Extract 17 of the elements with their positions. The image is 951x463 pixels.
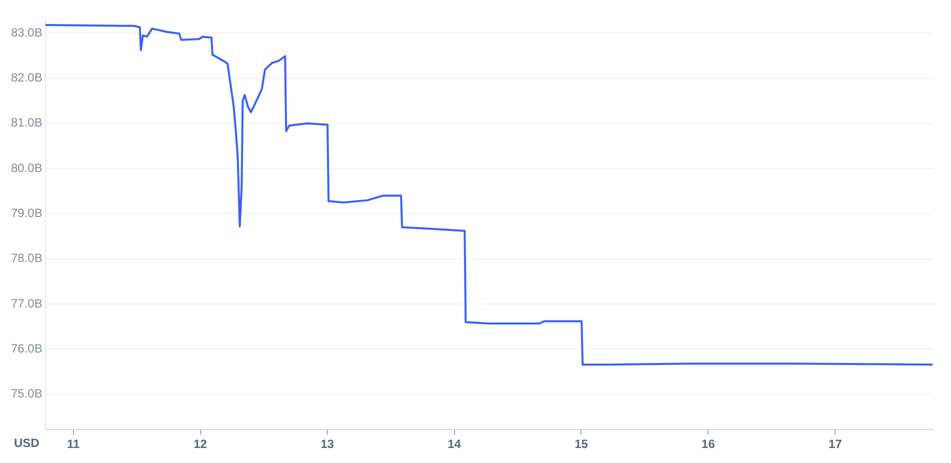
x-tick-label: 17: [828, 437, 842, 452]
y-tick-label: 75.0B: [11, 386, 42, 401]
x-tick-label: 12: [194, 437, 208, 452]
y-tick-label: 77.0B: [11, 296, 42, 310]
y-tick-label: 83.0B: [11, 25, 42, 40]
x-tick-label: 16: [702, 437, 716, 452]
x-tick-label: 13: [320, 437, 334, 452]
x-tick-label: 14: [448, 437, 462, 452]
y-tick-label: 82.0B: [11, 70, 42, 85]
y-tick-label: 78.0B: [11, 251, 42, 266]
y-tick-label: 80.0B: [11, 160, 42, 175]
y-tick-label: 81.0B: [11, 116, 42, 130]
y-axis-title: USD: [14, 436, 40, 450]
x-tick-label: 11: [66, 437, 80, 452]
x-tick-label: 15: [574, 437, 588, 452]
y-tick-label: 79.0B: [11, 206, 42, 220]
y-tick-label: 76.0B: [11, 342, 42, 356]
